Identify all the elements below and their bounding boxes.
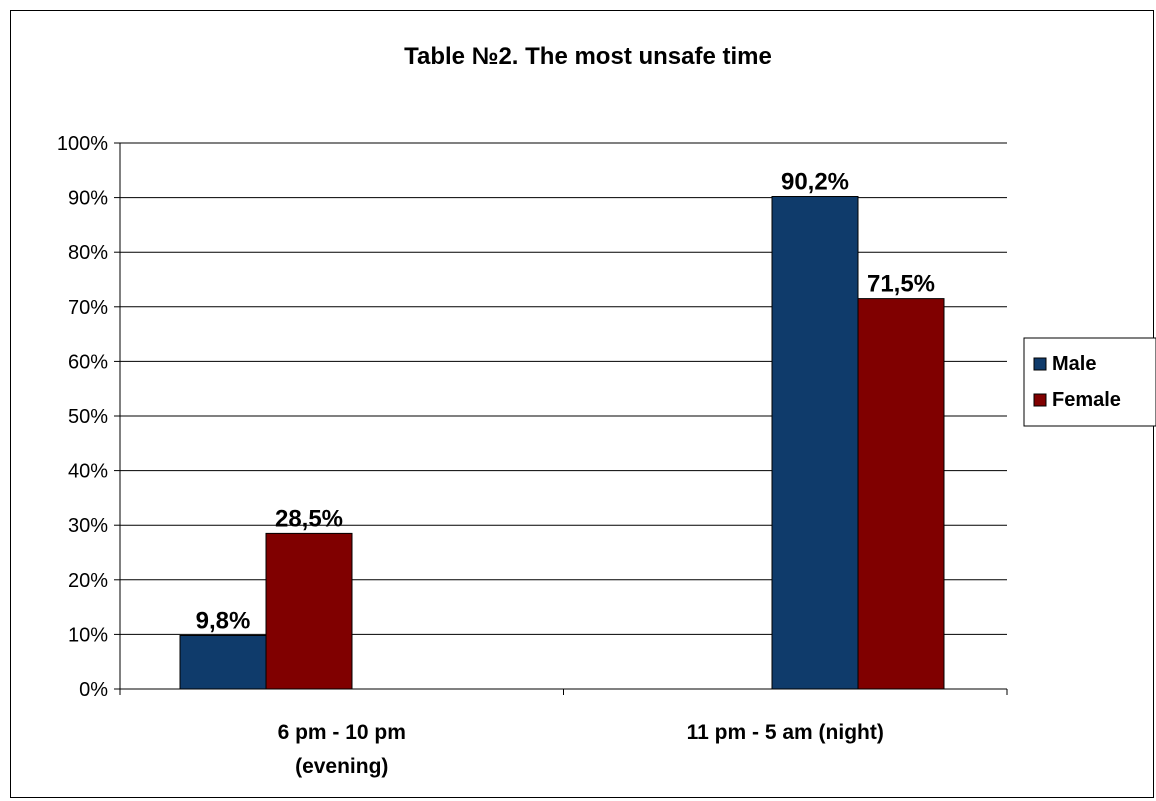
data-label: 90,2%	[781, 169, 849, 196]
bars	[179, 196, 945, 690]
category-label: 11 pm - 5 am (night)	[687, 721, 884, 744]
bar-female	[857, 298, 945, 690]
data-label: 28,5%	[275, 505, 343, 532]
legend-label-male: Male	[1052, 353, 1096, 375]
y-tick-label: 70%	[68, 297, 108, 319]
chart-title: Table №2. The most unsafe time	[404, 43, 772, 70]
bar-female	[265, 532, 353, 690]
y-tick-label: 90%	[68, 188, 108, 210]
legend-label-female: Female	[1052, 389, 1121, 411]
legend-swatch-female	[1033, 393, 1047, 407]
y-tick-label: 100%	[57, 133, 108, 155]
bar-male	[179, 634, 267, 690]
y-tick-label: 80%	[68, 242, 108, 264]
y-tick-label: 40%	[68, 461, 108, 483]
y-tick-label: 50%	[68, 406, 108, 428]
y-tick-label: 0%	[79, 679, 108, 701]
bar-male	[771, 196, 859, 690]
legend-box	[1023, 337, 1156, 427]
legend: Male Female	[1023, 337, 1156, 427]
category-label: 6 pm - 10 pm	[278, 721, 406, 744]
data-label: 71,5%	[867, 271, 935, 298]
data-label: 9,8%	[196, 607, 251, 634]
y-tick-label: 20%	[68, 570, 108, 592]
legend-swatch-male	[1033, 357, 1047, 371]
y-tick-label: 10%	[68, 624, 108, 646]
category-label: (evening)	[295, 755, 388, 778]
data-labels: 9,8% 28,5% 90,2% 71,5%	[196, 169, 935, 635]
y-tick-label: 30%	[68, 515, 108, 537]
y-tick-label: 60%	[68, 351, 108, 373]
